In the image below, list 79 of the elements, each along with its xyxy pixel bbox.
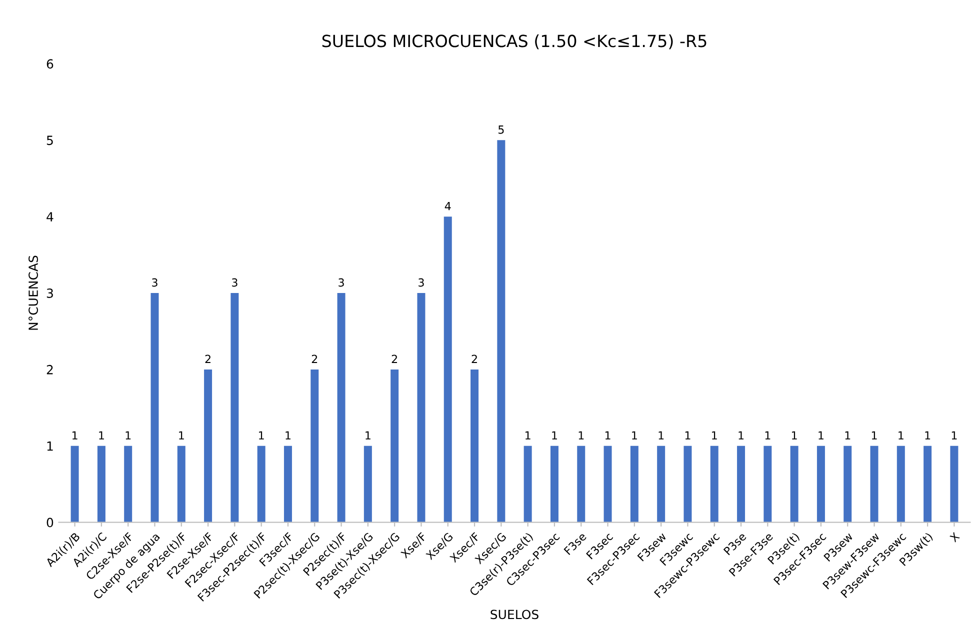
bar — [844, 446, 852, 522]
bar — [310, 369, 319, 522]
bar — [470, 369, 479, 522]
bar — [630, 446, 638, 522]
data-label: 1 — [632, 431, 637, 440]
data-label: 1 — [72, 431, 78, 440]
data-label: 2 — [312, 354, 318, 363]
y-axis-title: N°CUENCAS — [28, 256, 38, 330]
bar — [924, 446, 932, 522]
data-label: 1 — [526, 431, 530, 440]
data-label: 1 — [712, 431, 717, 440]
bar — [230, 293, 239, 522]
bar — [604, 446, 612, 522]
bar — [364, 446, 372, 522]
bar — [337, 293, 346, 522]
data-label: 4 — [444, 202, 451, 210]
data-label: 2 — [205, 354, 210, 363]
bar — [444, 216, 452, 522]
bar — [550, 446, 558, 522]
y-tick-label: 2 — [46, 364, 53, 374]
bar — [870, 446, 878, 522]
bar — [710, 446, 718, 522]
bar — [284, 446, 292, 522]
data-label: 3 — [232, 278, 238, 287]
bar — [390, 369, 399, 522]
data-label: 1 — [578, 431, 584, 440]
y-tick-label: 3 — [46, 288, 53, 298]
data-label: 1 — [845, 431, 850, 440]
data-label: 1 — [658, 431, 664, 440]
bar — [524, 446, 532, 522]
data-label: 1 — [99, 431, 104, 440]
data-label: 1 — [179, 431, 184, 440]
y-tick-label: 0 — [46, 518, 54, 528]
bar — [790, 446, 798, 522]
data-label: 1 — [925, 431, 930, 440]
bar — [70, 446, 79, 522]
bar — [896, 446, 905, 522]
data-label: 1 — [898, 431, 904, 440]
bar — [684, 446, 692, 522]
data-label: 1 — [286, 431, 290, 440]
bar — [124, 446, 132, 522]
x-tick-label: X — [949, 532, 960, 542]
y-tick-label: 5 — [46, 136, 53, 146]
bar — [577, 446, 586, 522]
data-label: 1 — [259, 431, 264, 440]
bar — [950, 446, 958, 522]
data-label: 1 — [685, 431, 690, 440]
data-label: 3 — [152, 278, 158, 287]
data-label: 1 — [552, 431, 557, 440]
bar — [737, 446, 746, 522]
data-label: 1 — [952, 431, 957, 440]
data-label: 1 — [792, 431, 797, 440]
data-label: 3 — [338, 278, 344, 287]
bar — [257, 446, 266, 522]
data-label: 5 — [498, 126, 504, 134]
bar — [204, 369, 212, 522]
bar — [177, 446, 186, 522]
bar — [657, 446, 666, 522]
data-label: 3 — [418, 278, 424, 287]
data-label: 1 — [818, 431, 824, 440]
chart-title: SUELOS MICROCUENCAS (1.50 <Kc≤1.75) -R5 — [322, 34, 706, 50]
bar — [417, 293, 426, 522]
y-tick-label: 1 — [47, 442, 53, 451]
y-tick-label: 6 — [46, 59, 54, 69]
data-label: 1 — [126, 431, 131, 440]
bar — [150, 293, 159, 522]
data-label: 1 — [872, 431, 877, 440]
bar — [497, 140, 506, 522]
y-tick-label: 4 — [46, 212, 54, 222]
x-axis-title: SUELOS — [490, 610, 538, 620]
data-label: 1 — [605, 431, 610, 440]
bar — [764, 446, 772, 522]
data-label: 1 — [765, 431, 770, 440]
data-label: 1 — [738, 431, 744, 440]
bar — [97, 446, 106, 522]
data-label: 2 — [392, 354, 397, 363]
bar — [816, 446, 825, 522]
data-label: 1 — [366, 431, 370, 440]
data-label: 2 — [472, 354, 477, 363]
